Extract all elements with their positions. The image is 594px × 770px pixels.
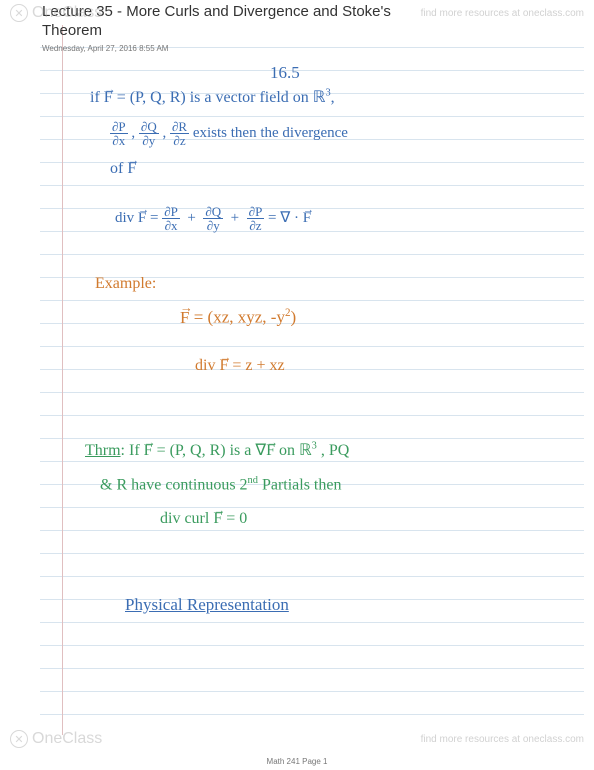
- brand-logo-icon: ✕: [10, 4, 28, 22]
- line-partials: ∂P∂x , ∂Q∂y , ∂R∂z exists then the diver…: [110, 120, 348, 147]
- dP-dx: ∂P∂x: [110, 120, 128, 147]
- nabla-dot: = ∇ ·: [268, 210, 303, 226]
- ex-F-end: ): [291, 308, 297, 327]
- line-of-F: of F: [110, 160, 136, 178]
- brand-link-text-bottom: find more resources at oneclass.com: [421, 734, 584, 745]
- R-power-2: 3: [312, 441, 317, 452]
- F-vec-5: F: [180, 308, 189, 328]
- exists-text: exists then the divergence: [193, 125, 348, 141]
- notebook-page: Lecture 35 - More Curls and Divergence a…: [40, 25, 584, 735]
- thrm-label: Thrm: [85, 442, 121, 459]
- F-vec-8: F: [266, 442, 275, 460]
- of-text: of: [110, 160, 127, 177]
- example-div-result: div F = z + xz: [195, 357, 285, 375]
- eq1: =: [150, 210, 162, 226]
- section-ref: 16.5: [270, 63, 300, 83]
- dQ-dy: ∂Q∂y: [139, 120, 159, 147]
- R-symbol: ℝ: [313, 89, 326, 106]
- sep1: ,: [131, 125, 135, 141]
- thrm-mid: = (P, Q, R) is a ∇: [157, 442, 267, 459]
- line-div-formula: div F = ∂P∂x + ∂Q∂y + ∂P∂z = ∇ · F: [115, 205, 311, 232]
- thrm-l2a: & R have continuous 2: [100, 476, 248, 493]
- dR-dz: ∂R∂z: [170, 120, 189, 147]
- comma: ,: [331, 89, 335, 106]
- F-vec-4: F: [303, 210, 311, 227]
- div-curl: div curl: [160, 510, 213, 527]
- F-vec-2: F: [127, 160, 136, 178]
- dQ-dy-2: ∂Q∂y: [203, 205, 223, 232]
- sep2: ,: [162, 125, 166, 141]
- example-F-def: F = (xz, xyz, -y2): [180, 307, 296, 328]
- watermark-top: ✕ OneClass find more resources at onecla…: [0, 0, 594, 26]
- eq-zero: = 0: [226, 510, 247, 527]
- F-vec-7: F: [144, 442, 153, 460]
- page-footer: Math 241 Page 1: [0, 757, 594, 766]
- F-vec-6: F: [219, 357, 228, 375]
- physical-representation: Physical Representation: [125, 595, 289, 615]
- brand-logo: ✕ OneClass: [10, 4, 102, 22]
- dP-dz: ∂P∂z: [247, 205, 265, 232]
- theorem-line2: & R have continuous 2nd Partials then: [100, 475, 341, 494]
- brand-logo-icon-bottom: ✕: [10, 730, 28, 748]
- dP-dx-2: ∂P∂x: [162, 205, 180, 232]
- thrm-PQ: , PQ: [321, 442, 349, 459]
- thrm-on: on: [279, 442, 299, 459]
- div-label: div: [115, 210, 138, 226]
- brand-logo-text-bottom: OneClass: [32, 730, 102, 748]
- timestamp: Wednesday, April 27, 2016 8:55 AM: [42, 44, 391, 53]
- brand-logo-bottom: ✕ OneClass: [10, 730, 102, 748]
- div-result: = z + xz: [232, 357, 284, 374]
- thrm-l2b: Partials then: [262, 476, 342, 493]
- watermark-bottom: ✕ OneClass find more resources at onecla…: [0, 726, 594, 752]
- brand-link-text: find more resources at oneclass.com: [421, 8, 584, 19]
- theorem-conclusion: div curl F = 0: [160, 510, 247, 528]
- R-symbol-2: ℝ: [299, 442, 312, 459]
- F-vec-3: F: [138, 210, 146, 227]
- F-vec-9: F: [213, 510, 222, 528]
- div-label-2: div: [195, 357, 219, 374]
- ex-F-body: = (xz, xyz, -y: [194, 308, 285, 327]
- thrm-colon: : If: [121, 442, 144, 459]
- if-text: if: [90, 89, 104, 106]
- F-vec: F: [104, 89, 113, 107]
- nd-sup: nd: [248, 475, 258, 486]
- example-label: Example:: [95, 275, 156, 293]
- brand-logo-text: OneClass: [32, 4, 102, 22]
- line-if-vector-field: if F = (P, Q, R) is a vector field on ℝ3…: [90, 87, 335, 107]
- theorem-line1: Thrm: If F = (P, Q, R) is a ∇F on ℝ3 , P…: [85, 440, 349, 460]
- eq-pqr: = (P, Q, R) is a vector field on: [117, 89, 313, 106]
